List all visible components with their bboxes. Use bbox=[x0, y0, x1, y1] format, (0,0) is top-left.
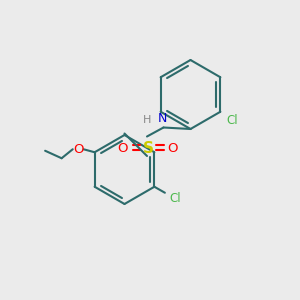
Text: O: O bbox=[118, 142, 128, 155]
Text: O: O bbox=[73, 143, 83, 156]
Text: H: H bbox=[143, 115, 151, 125]
Text: Cl: Cl bbox=[226, 114, 238, 127]
Text: N: N bbox=[157, 112, 167, 125]
Text: S: S bbox=[143, 141, 154, 156]
Text: Cl: Cl bbox=[169, 192, 181, 205]
Text: O: O bbox=[167, 142, 178, 155]
